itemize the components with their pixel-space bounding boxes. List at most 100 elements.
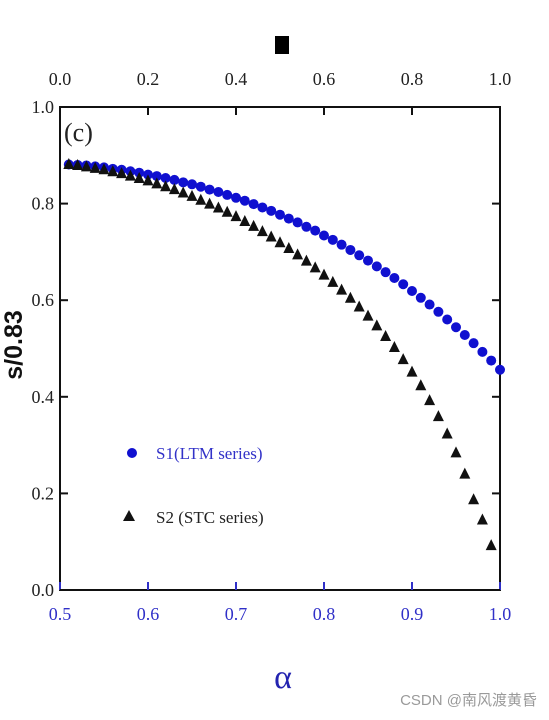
x-tick-label: 0.9: [401, 604, 424, 624]
s2-point: [318, 268, 330, 280]
s1-point: [160, 173, 171, 184]
s1-point: [292, 217, 303, 228]
s2-point: [265, 230, 277, 242]
legend-s1-label: S1(LTM series): [156, 444, 263, 463]
s1-point: [319, 230, 329, 241]
s1-point: [283, 213, 294, 224]
s1-point: [336, 239, 347, 250]
s2-point: [160, 180, 172, 192]
top-tick-label: 0.2: [137, 69, 160, 89]
y-axis-label: s/0.83: [0, 310, 28, 380]
s2-point: [151, 177, 163, 189]
s1-point: [354, 250, 365, 261]
s1-point: [151, 171, 162, 182]
legend-s2-marker: [123, 510, 135, 521]
s2-point: [133, 172, 145, 184]
top-tick-label: 0.6: [313, 69, 336, 89]
s2-point: [168, 183, 180, 195]
s1-point: [222, 189, 233, 200]
y-tick-label: 0.4: [32, 387, 55, 407]
s2-point: [300, 254, 312, 266]
x-tick-label: 0.6: [137, 604, 160, 624]
top-marker-square: [275, 36, 289, 54]
top-tick-label: 0.4: [225, 69, 248, 89]
s2-point: [485, 539, 497, 551]
s2-point: [142, 174, 154, 186]
s1-point: [371, 261, 382, 272]
s2-point: [195, 193, 207, 205]
panel-label: (c): [64, 118, 93, 147]
axes-frame: [59, 106, 501, 591]
plot-frame: [59, 106, 501, 591]
s1-point: [459, 329, 470, 340]
s2-point: [336, 283, 348, 295]
s2-point: [344, 291, 356, 303]
s1-point: [442, 314, 453, 325]
s2-point: [177, 186, 189, 198]
top-tick-label: 0.0: [49, 69, 72, 89]
y-tick-label: 0.8: [32, 194, 55, 214]
s1-point: [380, 267, 391, 278]
x-tick-label: 0.7: [225, 604, 248, 624]
s1-point: [363, 255, 373, 266]
s1-point: [486, 355, 497, 366]
s1-point: [195, 181, 206, 192]
s1-point: [389, 272, 400, 283]
s1-point: [415, 292, 426, 303]
s2-point: [380, 329, 392, 341]
legend-s1-marker: [127, 448, 137, 458]
s2-point: [230, 210, 242, 222]
s2-point: [309, 261, 321, 273]
s1-point: [424, 299, 435, 310]
s2-point: [362, 309, 374, 321]
s1-point: [433, 306, 444, 317]
s1-point: [301, 221, 312, 232]
y-tick-label: 0.2: [32, 483, 55, 503]
s2-point: [450, 446, 462, 458]
s2-point: [98, 163, 110, 175]
s2-point: [292, 248, 304, 260]
s1-point: [187, 179, 197, 190]
tick-marks: [59, 106, 501, 591]
s1-point: [451, 322, 461, 333]
s2-point: [124, 169, 136, 181]
s2-point: [441, 427, 453, 439]
s1-point: [407, 286, 417, 297]
s2-point: [388, 341, 400, 353]
s1-point: [169, 174, 180, 185]
s2-point: [353, 300, 365, 312]
y-tick-label: 0.0: [32, 580, 55, 600]
s2-point: [371, 319, 383, 331]
s1-point: [204, 184, 215, 195]
s1-point: [239, 195, 250, 206]
legend-s2-label: S2 (STC series): [156, 508, 264, 527]
s2-point: [116, 167, 128, 179]
s2-point: [432, 410, 444, 422]
s1-point: [275, 209, 285, 220]
s2-point: [415, 379, 427, 391]
s1-point: [345, 244, 356, 255]
x-axis-label: α: [274, 659, 292, 696]
s1-point: [495, 364, 505, 375]
s2-point: [204, 197, 216, 209]
s2-point: [239, 214, 251, 226]
s1-point: [327, 234, 338, 245]
s2-point: [248, 219, 260, 231]
legend: S1(LTM series) S2 (STC series): [123, 444, 264, 527]
s2-point: [468, 493, 480, 505]
s1-point: [266, 205, 277, 216]
top-tick-label: 1.0: [489, 69, 512, 89]
watermark: CSDN @南风渡黄昏: [400, 692, 537, 709]
s2-point: [283, 242, 295, 254]
s1-point: [310, 225, 321, 236]
s2-point: [63, 157, 75, 169]
x-tick-label: 1.0: [489, 604, 512, 624]
s2-point: [476, 513, 488, 525]
x-tick-label: 0.8: [313, 604, 336, 624]
s1-point: [178, 177, 189, 188]
s2-point: [186, 189, 198, 201]
s1-point: [213, 187, 224, 198]
s2-point: [80, 160, 92, 172]
y-tick-label: 1.0: [32, 97, 55, 117]
